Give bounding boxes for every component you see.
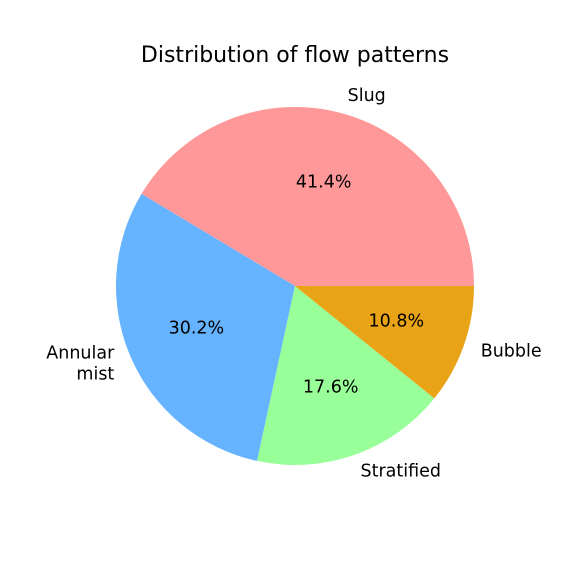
pie-slice-2 [257, 286, 435, 465]
percent-label-0: 41.4% [296, 173, 352, 193]
percent-label-1: 30.2% [169, 319, 225, 339]
pie-slice-3 [295, 286, 474, 399]
percent-label-3: 10.8% [369, 312, 425, 332]
percent-label-2: 17.6% [303, 377, 359, 397]
category-label-1: Annular mist [46, 344, 115, 385]
category-label-0: Slug [348, 86, 386, 106]
pie-slice-0 [141, 107, 474, 286]
category-labels: Slug Annular mist Stratified Bubble [46, 86, 541, 482]
pie-slices [116, 107, 474, 465]
percent-labels: 41.4% 30.2% 17.6% 10.8% [169, 173, 424, 398]
category-label-3: Bubble [481, 342, 542, 362]
pie-slice-1 [116, 193, 295, 461]
chart-title: Distribution of flow patterns [141, 43, 449, 68]
category-label-2: Stratified [361, 462, 442, 482]
